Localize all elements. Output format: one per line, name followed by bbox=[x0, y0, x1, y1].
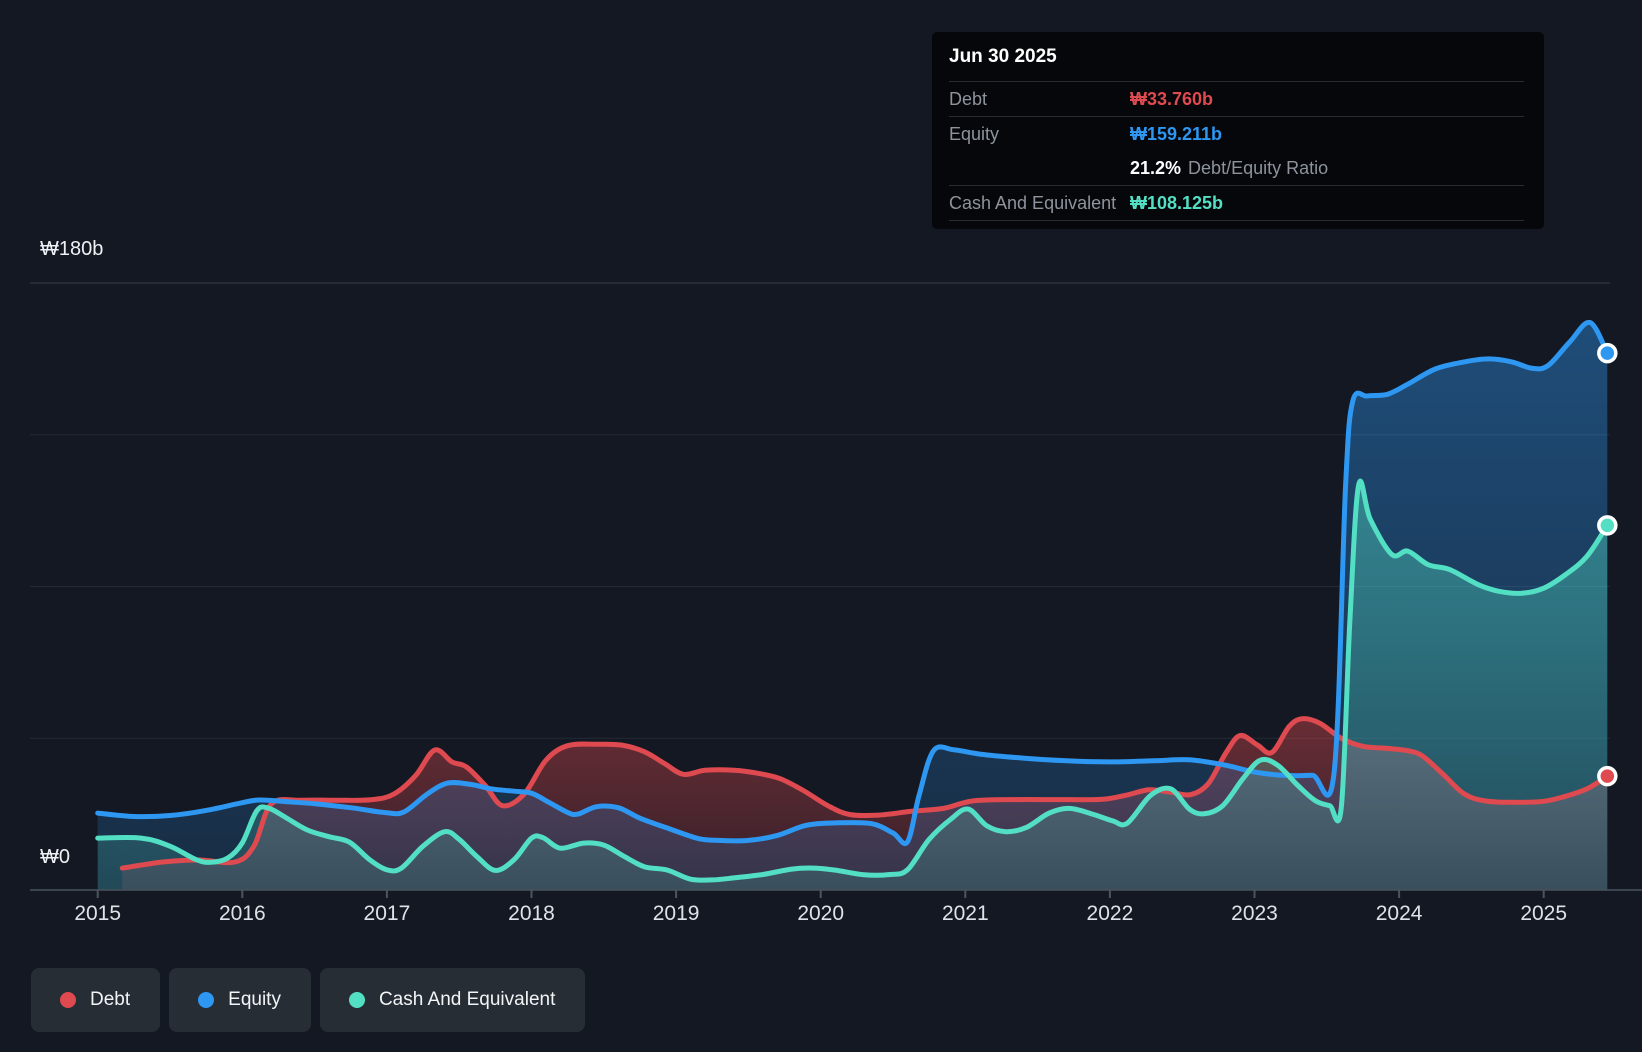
year-label: 2018 bbox=[508, 902, 555, 925]
legend-cash-label: Cash And Equivalent bbox=[378, 989, 556, 1010]
year-label: 2023 bbox=[1231, 902, 1278, 925]
debt-endpoint-marker bbox=[1597, 765, 1618, 787]
tooltip-cash-value: ₩108.125b bbox=[1130, 192, 1224, 213]
equity-series-dot-icon bbox=[198, 992, 215, 1008]
cash-series-dot-icon bbox=[348, 992, 365, 1008]
tooltip-ratio-value: 21.2% bbox=[1130, 157, 1182, 178]
year-label: 2021 bbox=[942, 902, 989, 925]
tooltip-row-equity: Equity ₩159.211b bbox=[949, 117, 1524, 151]
tooltip-row-debt: Debt ₩33.760b bbox=[949, 82, 1524, 117]
tooltip-equity-value: ₩159.211b bbox=[1130, 123, 1223, 144]
year-label: 2015 bbox=[74, 902, 121, 925]
year-label: 2017 bbox=[364, 902, 411, 925]
tooltip-debt-label: Debt bbox=[949, 88, 988, 109]
year-label: 2022 bbox=[1087, 902, 1134, 925]
y-axis-zero-label: ₩0 bbox=[40, 846, 70, 868]
tooltip-equity-label: Equity bbox=[949, 123, 1000, 144]
legend-chip-cash[interactable]: Cash And Equivalent bbox=[319, 968, 586, 1032]
cash-line bbox=[95, 478, 1610, 883]
year-label: 2024 bbox=[1376, 902, 1423, 925]
debt-line bbox=[119, 716, 1610, 871]
equity-endpoint-marker bbox=[1597, 342, 1618, 364]
chart-legend: Debt Equity Cash And Equivalent bbox=[31, 968, 586, 1032]
year-label: 2019 bbox=[653, 902, 700, 925]
tooltip-ratio-label: Debt/Equity Ratio bbox=[1188, 157, 1329, 178]
debt-series-dot-icon bbox=[60, 992, 76, 1008]
legend-chip-debt[interactable]: Debt bbox=[31, 968, 161, 1032]
legend-chip-equity[interactable]: Equity bbox=[169, 968, 311, 1032]
equity-line bbox=[95, 319, 1610, 846]
tooltip-date: Jun 30 2025 bbox=[949, 32, 1524, 82]
cash-area-fill bbox=[97, 481, 1608, 890]
tooltip-row-ratio: 21.2% Debt/Equity Ratio bbox=[949, 151, 1524, 186]
tooltip-row-cash: Cash And Equivalent ₩108.125b bbox=[949, 186, 1524, 221]
tooltip-cash-label: Cash And Equivalent bbox=[949, 192, 1117, 213]
hover-tooltip: Jun 30 2025 Debt ₩33.760b Equity ₩159.21… bbox=[932, 32, 1544, 229]
cash-endpoint-marker bbox=[1597, 515, 1618, 536]
legend-debt-label: Debt bbox=[90, 989, 131, 1010]
year-label: 2016 bbox=[219, 902, 266, 925]
tooltip-debt-value: ₩33.760b bbox=[1130, 88, 1214, 109]
y-axis-max-label: ₩180b bbox=[40, 238, 104, 260]
legend-equity-label: Equity bbox=[228, 989, 281, 1010]
year-label: 2025 bbox=[1520, 902, 1567, 925]
year-label: 2020 bbox=[797, 902, 844, 925]
